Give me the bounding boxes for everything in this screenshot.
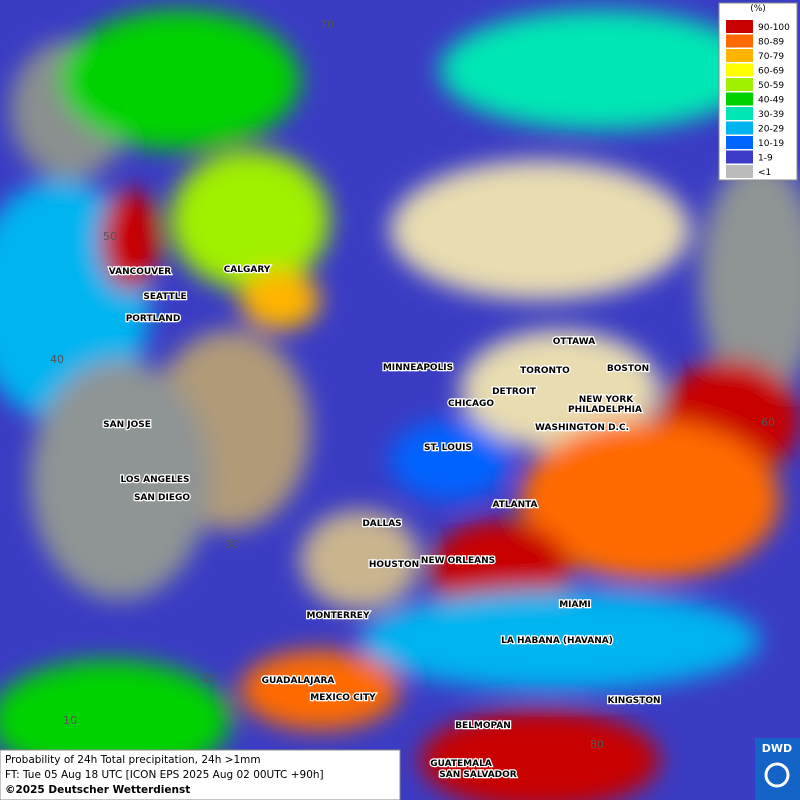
legend-label: 70-79 bbox=[758, 52, 784, 62]
footer-box bbox=[0, 749, 401, 800]
footer: Probability of 24h Total precipitation, … bbox=[0, 749, 401, 800]
city-label: PHILADELPHIA bbox=[568, 405, 642, 415]
city-label: CALGARY bbox=[224, 265, 271, 275]
grid-label: 70 bbox=[320, 18, 334, 31]
city-label: HOUSTON bbox=[369, 560, 419, 570]
legend-swatch bbox=[726, 150, 753, 164]
logo-text: DWD bbox=[762, 742, 792, 755]
city-label: MIAMI bbox=[559, 600, 591, 610]
legend-swatch bbox=[726, 49, 753, 62]
city-label: PORTLAND bbox=[126, 314, 181, 324]
city-label: TORONTO bbox=[520, 366, 570, 376]
logo-box bbox=[755, 738, 800, 800]
grid-label: 80 bbox=[590, 738, 604, 751]
legend-label: 40-49 bbox=[758, 96, 784, 106]
footer-line: ©2025 Deutscher Wetterdienst bbox=[5, 784, 190, 796]
city-label: LA HABANA (HAVANA) bbox=[501, 636, 613, 646]
city-label: NEW YORK bbox=[579, 395, 635, 405]
city-label: LOS ANGELES bbox=[120, 475, 189, 485]
city-label: VANCOUVER bbox=[109, 267, 172, 277]
city-label: BELMOPAN bbox=[455, 721, 511, 731]
city-label: MINNEAPOLIS bbox=[383, 363, 453, 373]
city-label: GUATEMALA bbox=[430, 759, 492, 769]
legend-swatch bbox=[726, 20, 753, 33]
logo-icon bbox=[764, 762, 790, 788]
legend-swatch bbox=[726, 136, 753, 149]
legend-swatch bbox=[726, 121, 753, 135]
legend-label: 10-19 bbox=[758, 139, 784, 149]
legend-swatch bbox=[726, 34, 753, 48]
legend: (%) 90-100 80-89 70-79 60-69 50-59 40-49 30-39… bbox=[718, 2, 798, 181]
city-label: GUADALAJARA bbox=[262, 676, 335, 686]
city-label: SAN SALVADOR bbox=[439, 770, 516, 780]
grid-label: 60 bbox=[761, 416, 775, 429]
city-label: ATLANTA bbox=[492, 500, 537, 510]
legend-label: 90-100 bbox=[758, 23, 790, 33]
grid-label: 40 bbox=[50, 353, 64, 366]
city-label: ST. LOUIS bbox=[424, 443, 472, 453]
city-label: MEXICO CITY bbox=[310, 693, 376, 703]
city-label: CHICAGO bbox=[448, 399, 494, 409]
city-label: OTTAWA bbox=[553, 337, 596, 347]
grid-label: 20 bbox=[203, 672, 217, 685]
legend-label: 30-39 bbox=[758, 110, 784, 120]
legend-swatch bbox=[726, 165, 753, 178]
legend-swatch bbox=[726, 63, 753, 77]
legend-label: 1-9 bbox=[758, 154, 773, 164]
city-label: SAN DIEGO bbox=[134, 493, 190, 503]
legend-label: 20-29 bbox=[758, 125, 784, 135]
city-label: SEATTLE bbox=[143, 292, 186, 302]
city-labels: VANCOUVER CALGARY SEATTLE PORTLAND MINNEAPOL… bbox=[102, 264, 662, 782]
legend-items: 90-100 80-89 70-79 60-69 50-59 40-49 30-39 20-2… bbox=[726, 20, 790, 178]
city-label: KINGSTON bbox=[607, 696, 660, 706]
grid-label: 50 bbox=[103, 230, 117, 243]
city-label: WASHINGTON D.C. bbox=[535, 423, 629, 433]
legend-swatch bbox=[726, 107, 753, 120]
city-label: BOSTON bbox=[607, 364, 649, 374]
legend-label: <1 bbox=[758, 168, 771, 178]
city-label: DETROIT bbox=[492, 387, 537, 397]
grid-labels: 70 50 40 30 20 10 60 80 bbox=[50, 18, 775, 751]
logo: DWD bbox=[755, 738, 800, 800]
legend-swatch bbox=[726, 92, 753, 106]
city-label: NEW ORLEANS bbox=[421, 556, 495, 566]
footer-line: Probability of 24h Total precipitation, … bbox=[5, 754, 261, 766]
legend-title: (%) bbox=[750, 4, 766, 14]
grid-label: 10 bbox=[63, 714, 77, 727]
legend-label: 80-89 bbox=[758, 38, 784, 48]
probability-field bbox=[0, 10, 800, 800]
city-label: MONTERREY bbox=[307, 611, 370, 621]
footer-line: FT: Tue 05 Aug 18 UTC [ICON EPS 2025 Aug… bbox=[5, 769, 324, 781]
legend-label: 60-69 bbox=[758, 67, 784, 77]
grid-label: 30 bbox=[225, 538, 239, 551]
legend-swatch bbox=[726, 78, 753, 91]
city-label: SAN JOSE bbox=[103, 420, 151, 430]
legend-label: 50-59 bbox=[758, 81, 784, 91]
city-label: DALLAS bbox=[362, 519, 401, 529]
